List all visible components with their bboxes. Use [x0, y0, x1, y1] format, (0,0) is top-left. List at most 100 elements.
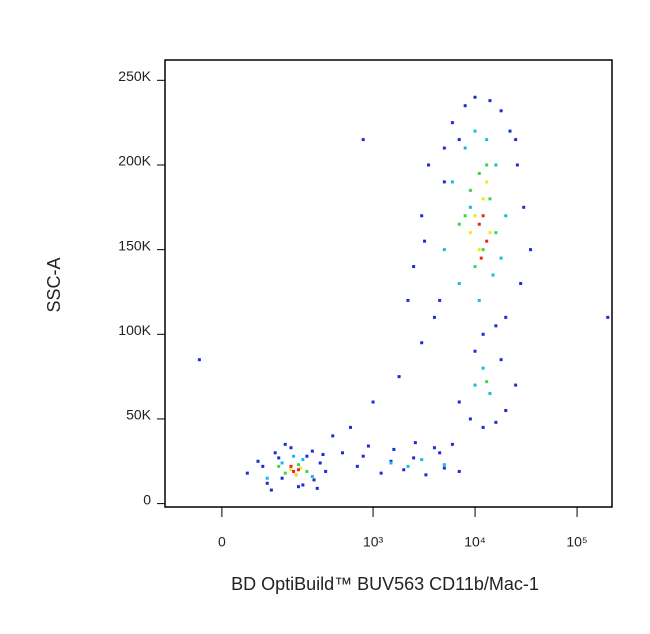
- data-point: [473, 95, 477, 99]
- x-axis-label: BD OptiBuild™ BUV563 CD11b/Mac-1: [231, 574, 539, 594]
- data-point: [442, 180, 446, 184]
- data-point: [477, 248, 481, 252]
- y-tick-label: 0: [143, 491, 151, 507]
- data-point: [265, 481, 269, 485]
- data-point: [432, 446, 436, 450]
- data-point: [197, 358, 201, 362]
- x-tick-label: 0: [218, 534, 226, 550]
- data-point: [296, 468, 300, 472]
- data-point: [420, 341, 424, 345]
- data-point: [392, 447, 396, 451]
- data-point: [379, 471, 383, 475]
- data-point: [442, 248, 446, 252]
- data-point: [318, 461, 322, 465]
- data-point: [499, 256, 503, 260]
- data-point: [310, 475, 314, 479]
- data-point: [494, 231, 498, 235]
- data-point: [481, 425, 485, 429]
- data-point: [413, 441, 417, 445]
- data-point: [294, 473, 298, 477]
- data-point: [450, 442, 454, 446]
- data-point: [514, 138, 518, 142]
- data-point: [477, 222, 481, 226]
- data-point: [389, 461, 393, 465]
- data-point: [494, 420, 498, 424]
- data-point: [412, 265, 416, 269]
- data-point: [468, 231, 472, 235]
- data-point: [406, 464, 410, 468]
- data-point: [406, 298, 410, 302]
- data-point: [481, 197, 485, 201]
- data-point: [261, 464, 265, 468]
- data-point: [473, 214, 477, 218]
- data-point: [457, 282, 461, 285]
- y-tick-label: 200K: [118, 153, 151, 169]
- data-point: [481, 214, 485, 218]
- data-point: [283, 471, 287, 475]
- data-point: [321, 453, 325, 457]
- data-point: [488, 231, 492, 235]
- plot-frame: [164, 59, 613, 508]
- data-point: [280, 461, 284, 465]
- data-point: [341, 451, 345, 455]
- data-point: [450, 121, 454, 125]
- data-point: [488, 197, 492, 201]
- data-point: [269, 488, 273, 492]
- data-point: [361, 138, 365, 142]
- data-point: [473, 129, 477, 133]
- data-point: [504, 214, 508, 218]
- data-point: [292, 454, 296, 458]
- data-point: [491, 273, 495, 277]
- data-point: [477, 298, 481, 302]
- data-point: [427, 163, 431, 167]
- data-point: [292, 469, 296, 473]
- data-point: [473, 383, 477, 387]
- data-point: [423, 239, 427, 243]
- data-point: [485, 380, 489, 384]
- data-point: [485, 163, 489, 167]
- data-point: [519, 282, 523, 285]
- data-point: [366, 444, 370, 448]
- data-point: [522, 205, 526, 209]
- data-point: [277, 464, 281, 468]
- data-point: [450, 180, 454, 184]
- data-point: [442, 146, 446, 150]
- data-point: [402, 468, 406, 472]
- data-point: [349, 425, 353, 429]
- data-point: [485, 180, 489, 184]
- data-point: [289, 468, 293, 472]
- data-point: [324, 469, 328, 473]
- data-point: [310, 449, 314, 453]
- data-point: [485, 138, 489, 142]
- data-point: [481, 248, 485, 252]
- data-point: [488, 99, 492, 103]
- data-point: [245, 471, 249, 475]
- data-point: [315, 486, 319, 490]
- data-point: [361, 454, 365, 458]
- data-point: [457, 222, 461, 226]
- data-point: [499, 358, 503, 362]
- data-point: [438, 298, 442, 302]
- y-tick-label: 250K: [118, 68, 151, 84]
- x-tick-label: 10⁵: [566, 534, 587, 550]
- data-point: [305, 469, 309, 473]
- data-point: [432, 315, 436, 319]
- data-point: [283, 442, 287, 446]
- data-point: [305, 454, 309, 458]
- data-point: [463, 214, 467, 218]
- data-point: [289, 464, 293, 468]
- data-point: [468, 188, 472, 192]
- data-point: [265, 476, 269, 480]
- data-point: [494, 324, 498, 328]
- data-point: [289, 446, 293, 450]
- data-point: [468, 417, 472, 421]
- data-point: [277, 456, 281, 460]
- y-tick-label: 100K: [118, 322, 151, 338]
- data-point: [529, 248, 533, 252]
- data-point: [457, 400, 461, 404]
- data-point: [312, 478, 316, 482]
- data-point: [606, 315, 610, 319]
- data-point: [442, 466, 446, 470]
- data-point: [481, 366, 485, 370]
